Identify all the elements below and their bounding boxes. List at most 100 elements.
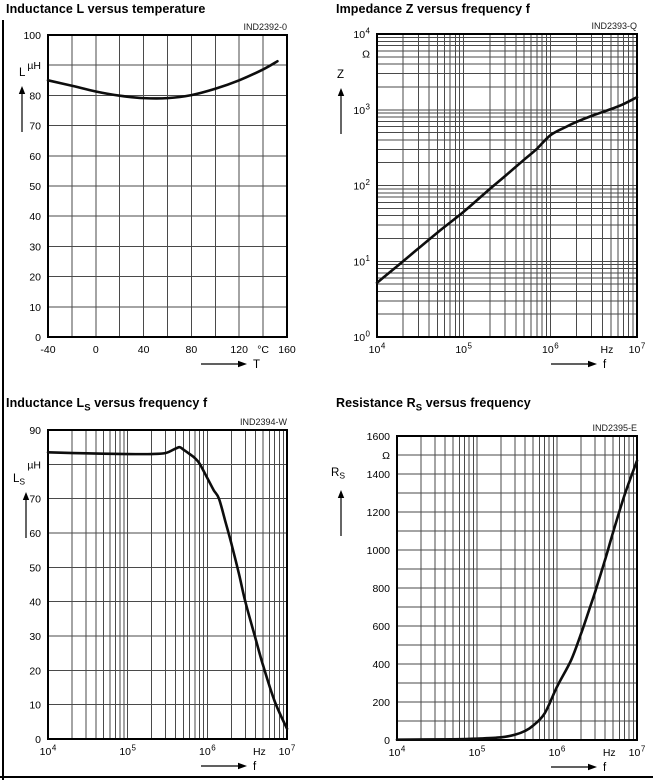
x-tick-label: 106 [199, 744, 216, 759]
y-tick-label: 1000 [367, 545, 391, 557]
x-tick-label: 0 [93, 344, 99, 356]
y-tick-label: 20 [29, 272, 41, 284]
y-tick-label: 20 [29, 665, 41, 677]
page-left-border [2, 20, 4, 780]
x-axis-quantity-label: f [253, 761, 257, 773]
x-tick-label: 104 [40, 744, 57, 759]
y-tick-label: 101 [353, 254, 370, 269]
grid-inductance-ls-vs-frequency [47, 429, 288, 740]
y-axis-arrowhead [337, 490, 345, 498]
grid-resistance-rs-vs-frequency [396, 435, 638, 741]
y-tick-label: 400 [372, 659, 390, 671]
title-text: versus frequency [422, 396, 531, 410]
y-axis-quantity-label: RS [331, 467, 345, 481]
y-axis-quantity-label: LS [13, 473, 25, 487]
y-tick-label: 100 [23, 30, 41, 42]
y-unit-label: µH [27, 459, 41, 471]
chart-code-ind2394: IND2394-W [239, 417, 287, 427]
x-axis-arrow [551, 360, 597, 368]
x-axis-quantity-label: f [603, 762, 607, 774]
x-tick-label: 105 [119, 744, 136, 759]
y-tick-label: 50 [29, 181, 41, 193]
y-tick-label: 100 [353, 330, 370, 345]
y-tick-label: 1600 [367, 431, 391, 443]
y-tick-label: 103 [353, 102, 370, 117]
y-tick-label: 60 [29, 151, 41, 163]
x-tick-label: 120 [230, 344, 248, 356]
y-tick-label: 10 [29, 700, 41, 712]
y-axis-arrowhead [18, 86, 26, 94]
y-tick-label: 800 [372, 583, 390, 595]
x-axis-arrowhead [238, 762, 247, 770]
x-tick-label: 104 [389, 745, 406, 760]
y-tick-label: 1200 [367, 507, 391, 519]
title-text: Inductance L [6, 396, 85, 410]
y-unit-label: Ω [382, 450, 390, 462]
x-tick-label: -40 [40, 344, 55, 356]
title-text: Resistance R [336, 396, 416, 410]
x-tick-label: 80 [186, 344, 198, 356]
data-curve-inductance-vs-temperature [46, 59, 279, 100]
chart-code-ind2393: IND2393-Q [591, 21, 637, 31]
x-unit-label: Hz [601, 344, 614, 356]
y-tick-label: 104 [353, 27, 370, 42]
data-curve-resistance-rs-vs-frequency [395, 459, 639, 741]
y-tick-label: 60 [29, 528, 41, 540]
y-axis-arrow [337, 88, 345, 134]
y-tick-label: 600 [372, 621, 390, 633]
x-axis-arrowhead [238, 360, 247, 368]
y-tick-label: 10 [29, 302, 41, 314]
x-tick-label: 40 [138, 344, 150, 356]
y-axis-arrowhead [337, 88, 345, 96]
x-unit-label: Hz [253, 746, 266, 758]
y-tick-label: 0 [35, 332, 41, 344]
x-axis-arrowhead [588, 360, 597, 368]
y-tick-label: 40 [29, 597, 41, 609]
x-unit-label: Hz [603, 747, 616, 759]
y-axis-quantity-label: L [19, 67, 26, 79]
x-tick-label: 106 [549, 745, 566, 760]
x-tick-label: 107 [629, 745, 646, 760]
x-axis-arrowhead [588, 763, 597, 771]
title-text: versus frequency f [90, 396, 208, 410]
plot-frame [47, 34, 288, 338]
grid-inductance-vs-temperature [47, 34, 288, 338]
x-axis-quantity-label: T [253, 359, 260, 371]
y-tick-label: 90 [29, 425, 41, 437]
y-tick-label: 102 [353, 178, 370, 193]
y-tick-label: 40 [29, 211, 41, 223]
x-tick-label: 105 [455, 342, 472, 357]
x-tick-label: 106 [542, 342, 559, 357]
plot-frame [376, 33, 638, 338]
y-tick-label: 0 [35, 734, 41, 746]
chart-title-impedance-vs-frequency: Impedance Z versus frequency f [336, 2, 530, 16]
x-axis-arrow [201, 762, 247, 770]
y-tick-label: 30 [29, 241, 41, 253]
x-axis-quantity-label: f [603, 359, 607, 371]
x-tick-label: 104 [369, 342, 386, 357]
title-text: Impedance Z versus frequency f [336, 2, 531, 16]
y-unit-label: Ω [362, 49, 370, 61]
y-axis-quantity-label: Z [337, 69, 344, 81]
title-subscript: S [415, 402, 423, 414]
y-tick-label: 80 [29, 90, 41, 102]
data-curve-impedance-vs-frequency [375, 95, 639, 285]
x-tick-label: 105 [469, 745, 486, 760]
y-tick-label: 30 [29, 631, 41, 643]
chart-title-inductance-ls-vs-frequency: Inductance LS versus frequency f [6, 396, 207, 414]
chart-code-ind2392: IND2392-0 [243, 22, 287, 32]
plot-frame [396, 435, 638, 741]
y-tick-label: 70 [29, 121, 41, 133]
y-tick-label: 0 [384, 735, 390, 747]
title-subscript: S [84, 402, 91, 414]
x-tick-label: 160 [278, 344, 296, 356]
x-axis-arrow [551, 763, 597, 771]
title-text: Inductance L versus temperature [6, 2, 206, 16]
chart-code-ind2395: IND2395-E [592, 423, 637, 433]
